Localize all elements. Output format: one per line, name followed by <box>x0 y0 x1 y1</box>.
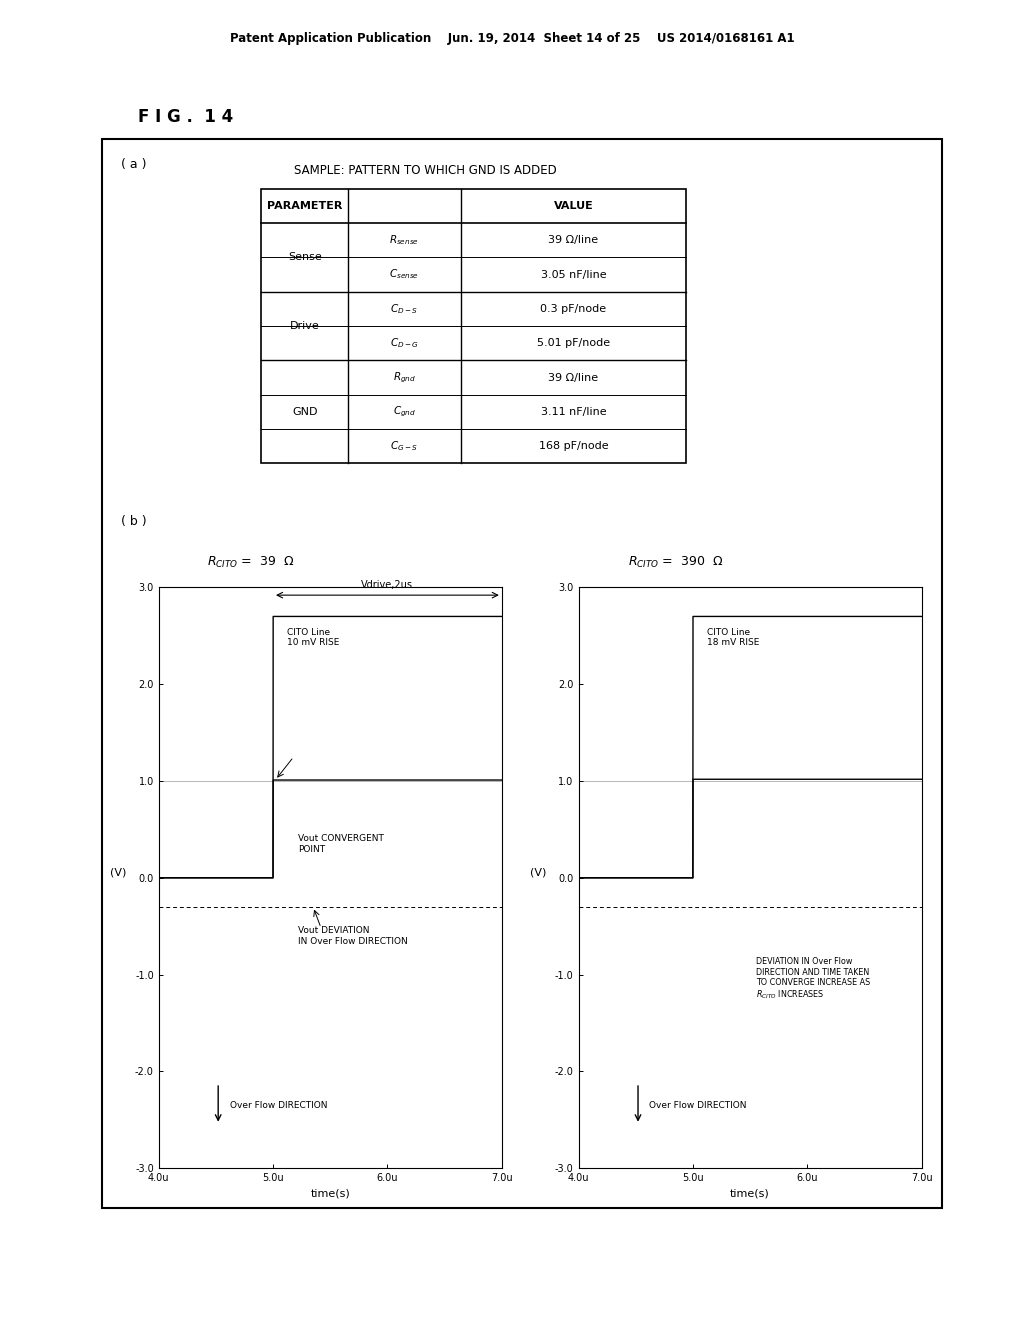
Text: PARAMETER: PARAMETER <box>267 201 342 211</box>
Text: GND: GND <box>292 407 317 417</box>
Text: $C_{G-S}$: $C_{G-S}$ <box>390 440 419 453</box>
Text: CITO Line
10 mV RISE: CITO Line 10 mV RISE <box>287 628 339 647</box>
Text: ( b ): ( b ) <box>121 515 146 528</box>
Text: $C_{sense}$: $C_{sense}$ <box>389 268 420 281</box>
Y-axis label: (V): (V) <box>111 867 127 878</box>
Text: F I G .  1 4: F I G . 1 4 <box>138 108 233 127</box>
Text: $R_{CITO}$ =  390  $\Omega$: $R_{CITO}$ = 390 $\Omega$ <box>628 556 724 570</box>
Text: SAMPLE: PATTERN TO WHICH GND IS ADDED: SAMPLE: PATTERN TO WHICH GND IS ADDED <box>294 164 556 177</box>
Text: Vdrive,2us: Vdrive,2us <box>361 581 414 590</box>
Text: Vout CONVERGENT
POINT: Vout CONVERGENT POINT <box>298 834 384 854</box>
Text: 0.3 pF/node: 0.3 pF/node <box>541 304 606 314</box>
Text: 3.11 nF/line: 3.11 nF/line <box>541 407 606 417</box>
Text: Over Flow DIRECTION: Over Flow DIRECTION <box>649 1101 746 1110</box>
Text: Over Flow DIRECTION: Over Flow DIRECTION <box>229 1101 327 1110</box>
Text: $C_{D-S}$: $C_{D-S}$ <box>390 302 419 315</box>
Text: VALUE: VALUE <box>554 201 593 211</box>
Text: Vout DEVIATION
IN Over Flow DIRECTION: Vout DEVIATION IN Over Flow DIRECTION <box>298 927 408 945</box>
X-axis label: time(s): time(s) <box>310 1188 350 1199</box>
X-axis label: time(s): time(s) <box>730 1188 770 1199</box>
Text: ( a ): ( a ) <box>121 158 146 172</box>
Text: Sense: Sense <box>288 252 322 263</box>
Y-axis label: (V): (V) <box>530 867 547 878</box>
Text: 39 Ω/line: 39 Ω/line <box>549 372 598 383</box>
Text: Patent Application Publication    Jun. 19, 2014  Sheet 14 of 25    US 2014/01681: Patent Application Publication Jun. 19, … <box>229 32 795 45</box>
Text: $R_{sense}$: $R_{sense}$ <box>389 234 420 247</box>
Text: $R_{CITO}$ =  39  $\Omega$: $R_{CITO}$ = 39 $\Omega$ <box>207 556 295 570</box>
Text: 168 pF/node: 168 pF/node <box>539 441 608 451</box>
Text: 5.01 pF/node: 5.01 pF/node <box>537 338 610 348</box>
Text: 3.05 nF/line: 3.05 nF/line <box>541 269 606 280</box>
Text: DEVIATION IN Over Flow
DIRECTION AND TIME TAKEN
TO CONVERGE INCREASE AS
$R_{CITO: DEVIATION IN Over Flow DIRECTION AND TIM… <box>756 957 870 1002</box>
Text: $C_{D-G}$: $C_{D-G}$ <box>390 337 419 350</box>
Text: 39 Ω/line: 39 Ω/line <box>549 235 598 246</box>
Text: CITO Line
18 mV RISE: CITO Line 18 mV RISE <box>707 628 759 647</box>
Text: $R_{gnd}$: $R_{gnd}$ <box>393 371 416 384</box>
Text: $C_{gnd}$: $C_{gnd}$ <box>393 405 416 418</box>
Text: Drive: Drive <box>290 321 319 331</box>
